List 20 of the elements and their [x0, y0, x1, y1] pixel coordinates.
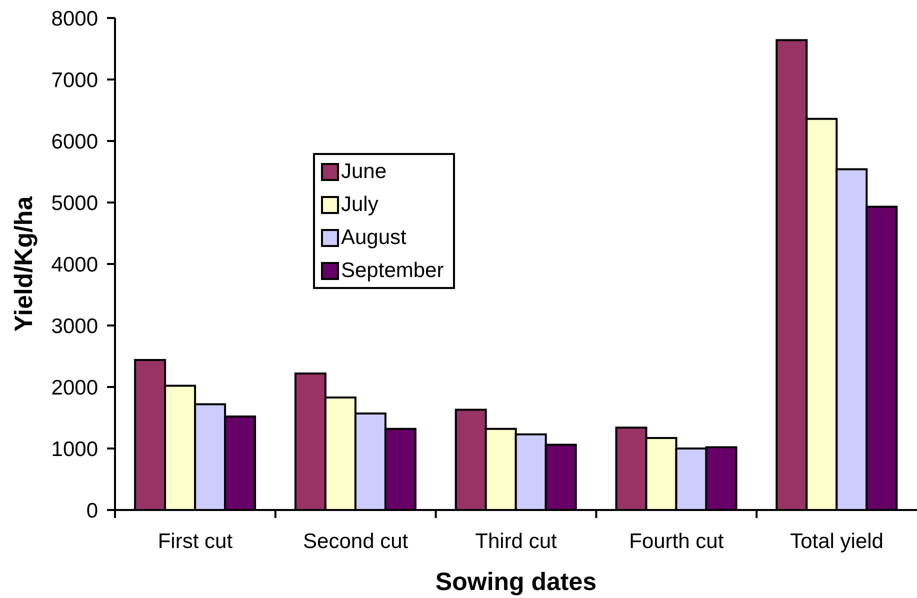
legend-label: September: [341, 258, 444, 284]
y-tick-label: 7000: [51, 68, 98, 92]
x-tick-label: Total yield: [790, 530, 884, 553]
x-tick-label: Second cut: [303, 530, 408, 553]
y-tick-label: 3000: [51, 314, 98, 338]
y-tick-label: 1000: [51, 438, 98, 461]
x-tick-label: Fourth cut: [629, 530, 724, 553]
x-tick-label: First cut: [158, 530, 233, 553]
y-tick-label: 6000: [51, 130, 98, 154]
y-tick-label: 8000: [51, 7, 98, 30]
x-axis-title: Sowing dates: [435, 568, 597, 596]
y-tick-label: 4000: [51, 253, 98, 276]
legend-label: August: [341, 225, 406, 251]
y-tick-label: 5000: [51, 192, 98, 215]
y-tick-label: 2000: [51, 376, 98, 400]
y-tick-label: 0: [86, 499, 98, 522]
legend-label: June: [341, 159, 387, 185]
x-tick-label: Third cut: [475, 530, 558, 553]
legend-label: July: [341, 192, 378, 218]
y-axis-title: Yield/Kg/ha: [10, 195, 38, 332]
